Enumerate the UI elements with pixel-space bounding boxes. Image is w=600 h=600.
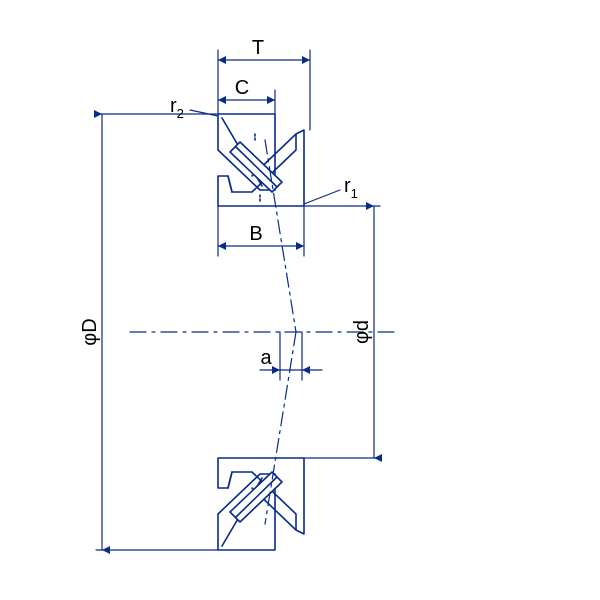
bearing-diagram: T C B a r1 r2 φD φd — [0, 0, 600, 600]
label-B: B — [249, 223, 262, 245]
label-a: a — [260, 347, 272, 369]
label-r1: r1 — [344, 175, 358, 201]
label-r2: r2 — [170, 95, 184, 121]
label-T: T — [252, 37, 264, 59]
label-C: C — [235, 77, 249, 99]
label-phid: φd — [351, 320, 373, 344]
roller-axis — [265, 140, 296, 332]
label-phiD: φD — [79, 318, 101, 345]
